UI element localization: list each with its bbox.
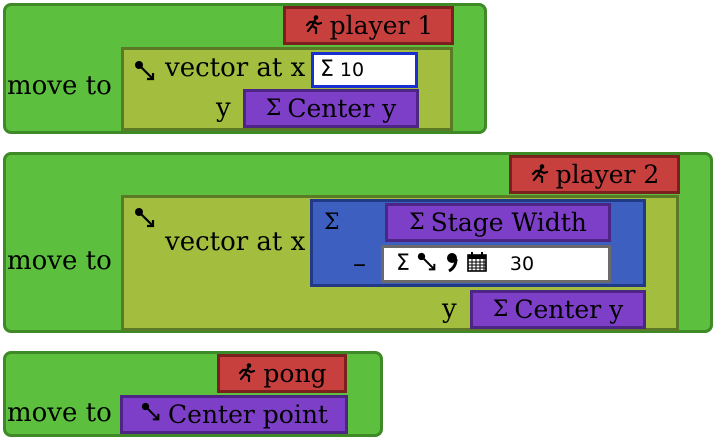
object-tag-pong[interactable]: pong <box>217 354 347 393</box>
object-tag-player-1[interactable]: player 1 <box>283 6 454 45</box>
variable-label: Center y <box>514 295 624 324</box>
vector-icon <box>416 251 438 278</box>
x-value: 10 <box>339 59 365 81</box>
vector-icon <box>133 59 157 87</box>
variable-label: Center point <box>168 400 328 429</box>
object-tag-player-2[interactable]: player 2 <box>509 155 680 194</box>
object-label: player 1 <box>329 11 434 40</box>
x-variable-stage-width[interactable]: Σ Stage Width <box>385 203 611 242</box>
vector-at-x-label: vector at x <box>165 227 306 257</box>
runner-icon <box>304 11 324 40</box>
subtract-number-field[interactable]: Σ 30 <box>381 245 611 283</box>
sigma-icon: Σ <box>324 210 340 235</box>
calendar-icon <box>466 251 488 278</box>
move-to-label: move to <box>7 71 112 101</box>
subtract-value: 30 <box>509 253 535 275</box>
runner-icon <box>530 160 550 189</box>
vector-icon <box>140 400 162 429</box>
sigma-icon: Σ <box>492 296 509 322</box>
y-variable-center-y[interactable]: Σ Center y <box>470 290 646 329</box>
move-to-label: move to <box>7 398 112 428</box>
y-label: y <box>216 93 231 123</box>
sigma-icon: Σ <box>320 57 334 82</box>
x-number-field[interactable]: Σ 10 <box>311 52 418 88</box>
target-variable-center-point[interactable]: Center point <box>120 395 348 434</box>
variable-label: Center y <box>287 94 397 123</box>
y-label: y <box>442 294 457 324</box>
y-variable-center-y[interactable]: Σ Center y <box>243 89 419 128</box>
sigma-icon: Σ <box>396 251 410 276</box>
move-to-label: move to <box>7 246 112 276</box>
runner-icon <box>237 359 257 388</box>
minus-operator: – <box>353 249 366 279</box>
vector-at-x-label: vector at x <box>165 53 306 83</box>
sigma-icon: Σ <box>265 95 282 121</box>
comma-icon <box>444 251 460 278</box>
variable-label: Stage Width <box>430 208 587 237</box>
object-label: pong <box>263 359 327 388</box>
object-label: player 2 <box>555 160 660 189</box>
vector-icon <box>133 206 157 234</box>
sigma-icon: Σ <box>409 209 425 235</box>
